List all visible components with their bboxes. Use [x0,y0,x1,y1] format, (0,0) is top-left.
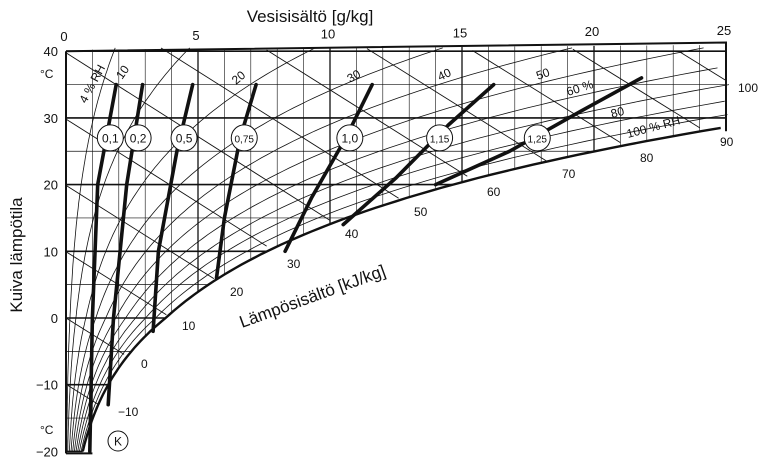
rh-curve [81,126,721,452]
enthalpy-line [65,383,98,405]
y-tick-label: −20 [36,444,58,457]
x-tick-label: 25 [717,23,731,38]
shr-label-circle [230,124,258,152]
rh-curve [68,47,316,452]
rh-label: 50 [534,65,552,83]
shr-curve [214,82,258,280]
top-edge [65,41,727,53]
enthalpy-line [572,48,700,129]
rh-curves [66,47,730,452]
enthalpy-value-label: −10 [118,405,139,419]
shr-label: 0,2 [130,131,147,145]
enthalpy-line [65,185,215,280]
y-tick-label: 30 [44,111,58,126]
shr-label-circle [426,124,454,152]
rh-label: 80 [640,151,654,165]
y-axis-title: Kuiva lämpötila [7,197,26,313]
y-unit-top: °C [40,67,54,81]
shr-label: 0,75 [235,134,255,145]
enthalpy-line [678,50,727,81]
rh-curve [70,47,443,452]
shr-label-circle [523,124,551,152]
rh-curve [66,47,116,452]
enthalpy-value-label: 10 [182,319,196,333]
rh-label: 30 [345,67,364,86]
rh-label: 40 [435,65,453,83]
y-tick-label: −10 [36,378,58,393]
rh-curve [75,67,718,452]
enthalpy-label: 100 [738,81,758,95]
rh-label: 70 [562,167,576,181]
x-tick-label: 10 [321,27,335,42]
enthalpy-line [366,48,547,162]
shr-curve [341,82,496,227]
enthalpy-lines [65,47,727,405]
shr-label: 1,25 [528,134,548,145]
k-point-circle [107,430,129,452]
enthalpy-value-label: 20 [230,285,244,299]
y-tick-label: 40 [44,44,58,59]
rh-curve [72,47,573,452]
shr-label: 1,0 [341,131,358,145]
x-tick-label: 20 [585,24,599,39]
enthalpy-line [266,49,468,177]
shr-label: 0,1 [102,131,119,145]
shr-label: 1,15 [430,134,450,145]
enthalpy-value-label: 60 [487,185,501,199]
rh-label: 90 [720,135,734,149]
rh-curve [80,114,728,452]
enthalpy-value-label: 40 [345,227,359,241]
y-tick-label: 10 [44,244,58,259]
shr-curve [151,82,195,334]
y-tick-label: 20 [44,178,58,193]
enthalpy-value-label: 50 [414,205,428,219]
chart-frame [65,41,727,455]
enthalpy-value-label: 0 [141,357,148,371]
shr-curves [88,76,644,454]
grid-layer [66,45,726,453]
shr-label-circle [170,124,198,152]
shr-label: 0,5 [176,131,193,145]
enthalpy-line [65,52,331,221]
enthalpy-value-label: 30 [287,257,301,271]
shr-label-circle [124,124,152,152]
y-tick-label: 0 [51,311,58,326]
rh-label: 80 [609,104,626,121]
shr-label-circle [336,124,364,152]
x-axis-title: Vesisisältö [g/kg] [247,7,374,26]
rh-label: 10 [113,62,132,81]
shr-curve [283,82,374,254]
enthalpy-line [472,50,621,143]
x-tick-label: 0 [60,29,67,44]
enthalpy-axis-label: Lämpösisältö [kJ/kg] [237,261,388,332]
x-tick-label: 15 [453,25,467,40]
enthalpy-line [65,317,125,355]
rh-curve [77,84,730,452]
shr-label-circle [96,124,124,152]
enthalpy-line [160,47,399,199]
y-unit-bottom: °C [40,423,54,437]
x-tick-label: 5 [192,28,199,43]
rh-curve [79,100,725,452]
k-point-label: K [114,435,122,449]
